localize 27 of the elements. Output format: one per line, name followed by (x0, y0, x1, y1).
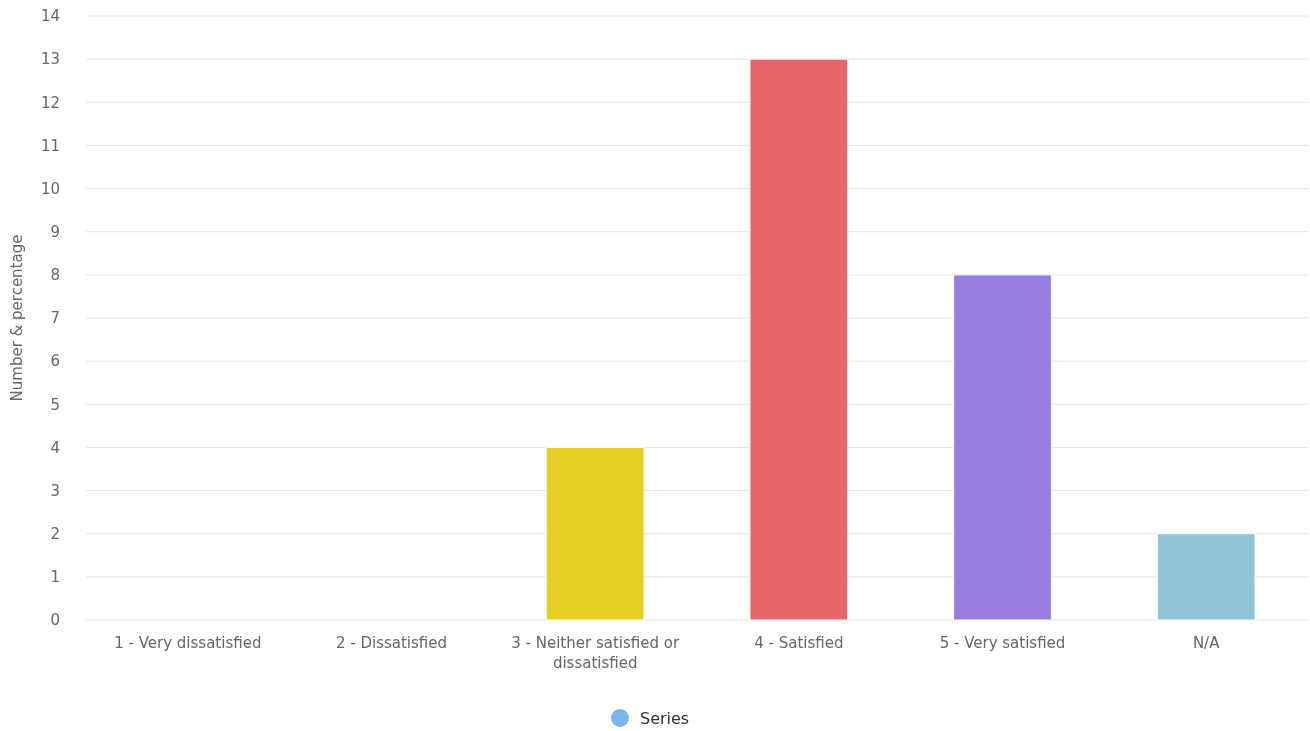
bar (953, 274, 1052, 621)
y-tick-label: 12 (40, 93, 60, 112)
text: Series (640, 708, 690, 728)
y-axis-title: Number & percentage (8, 234, 26, 402)
y-tick-label: 14 (40, 7, 60, 26)
y-tick-label: 3 (50, 481, 60, 500)
x-tick-label: 2 - Dissatisfied (335, 634, 448, 652)
x-tick-label: 5 - Very satisfied (939, 634, 1066, 652)
bar (545, 446, 645, 621)
y-tick-label: 7 (50, 309, 60, 328)
y-tick-label: 4 (50, 438, 60, 457)
x-tick-label: 3 - Neither satisfied or dissatisfied (511, 634, 680, 672)
x-tick-label: 1 - Very dissatisfied (114, 634, 262, 652)
y-tick-label: 11 (40, 136, 60, 155)
y-tick-label: 13 (40, 50, 60, 69)
y-tick-label: 1 (50, 568, 60, 587)
y-tick-label: 0 (50, 611, 60, 630)
x-tick-label: N/A (1192, 634, 1221, 652)
y-tick-label: 8 (50, 266, 60, 285)
x-tick-label: 4 - Satisfied (754, 634, 844, 652)
y-tick-label: 2 (50, 524, 60, 543)
y-tick-label: 9 (50, 222, 60, 241)
bar (749, 58, 849, 621)
y-tick-label: 5 (50, 395, 60, 414)
y-tick-label: 10 (40, 179, 60, 198)
bar (1156, 533, 1256, 621)
y-tick-label: 6 (50, 352, 60, 371)
